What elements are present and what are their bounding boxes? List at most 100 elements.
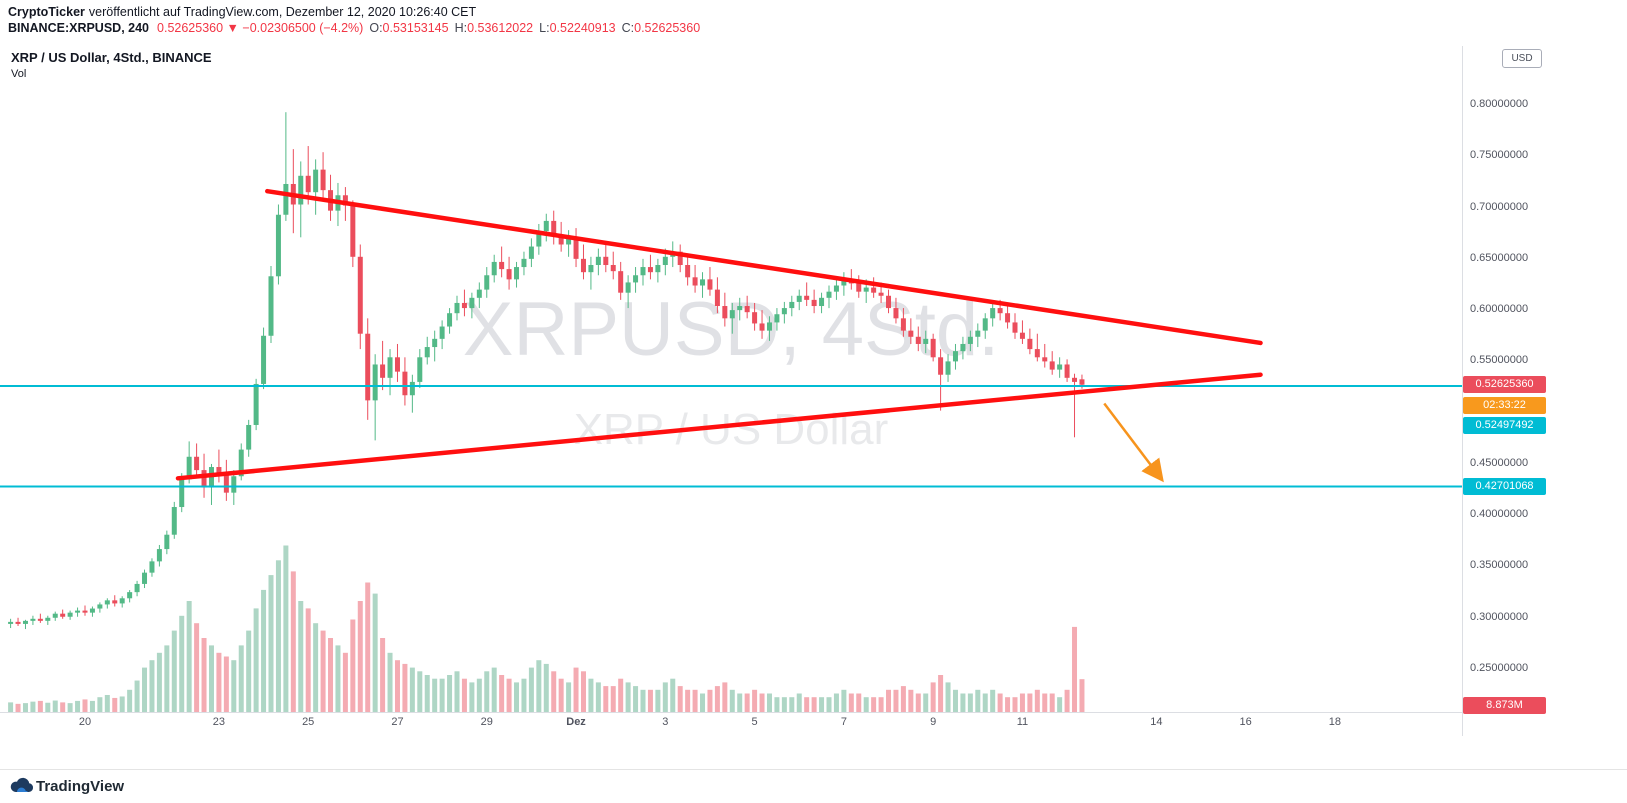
candle-body (75, 610, 81, 613)
candle-body (967, 336, 973, 344)
volume-bar (804, 697, 810, 712)
candle-body (960, 343, 966, 352)
volume-bar (461, 678, 467, 712)
volume-bar (945, 682, 951, 712)
candle-body (179, 479, 185, 508)
candle-body (365, 333, 371, 401)
drawings-layer (0, 188, 1462, 488)
volume-bar (677, 686, 683, 712)
candle-body (692, 277, 698, 286)
candle-body (1064, 364, 1070, 378)
volume-bar (246, 630, 252, 712)
trendline-ascending-support[interactable] (175, 372, 1263, 481)
volume-bar (670, 678, 676, 712)
candle-body (811, 299, 817, 307)
candle-body (461, 302, 467, 309)
candle-body (119, 598, 125, 604)
volume-bar (253, 608, 259, 712)
candle-body (164, 534, 170, 550)
volume-bar (781, 697, 787, 712)
volume-bar (610, 686, 616, 712)
volume-bar (1034, 689, 1040, 712)
candle-body (194, 456, 200, 471)
volume-bar (476, 678, 482, 712)
volume-bar (573, 667, 579, 712)
candle-body (223, 474, 229, 493)
volume-bar (75, 700, 81, 712)
trendline-descending-resistance[interactable] (265, 188, 1263, 346)
price-axis-label: 0.55000000 (1470, 354, 1529, 367)
tradingview-logo-icon[interactable] (8, 775, 34, 800)
volume-bar (1019, 693, 1025, 712)
chart-legend[interactable]: XRP / US Dollar, 4Std., BINANCE (11, 50, 212, 65)
time-axis-label: 27 (391, 716, 404, 728)
volume-bar (22, 703, 28, 712)
candle-body (305, 175, 311, 193)
volume-bar (819, 697, 825, 712)
candle-body (424, 347, 430, 358)
candle-body (789, 301, 795, 309)
candle-body (1027, 338, 1033, 350)
author-name: CryptoTicker (8, 5, 85, 19)
volume-bar (774, 697, 780, 712)
candle-body (1042, 357, 1048, 362)
time-axis-label: 7 (840, 716, 847, 728)
candle-body (52, 613, 58, 618)
candle-body (60, 613, 66, 617)
volume-bar (15, 703, 21, 712)
candle-body (82, 610, 88, 613)
volume-bar (826, 697, 832, 712)
candle-body (112, 600, 118, 604)
candle-body (30, 618, 36, 621)
horizontal-line-tag-2: 0.42701068 (1463, 478, 1546, 495)
high-value: 0.53612022 (467, 21, 534, 35)
candle-body (142, 572, 148, 584)
volume-bar (871, 697, 877, 712)
volume-bar (528, 667, 534, 712)
candles-layer (8, 112, 1085, 630)
candle-body (625, 282, 631, 293)
candle-body (744, 306, 750, 313)
volume-bar (1042, 693, 1048, 712)
candle-body (737, 306, 743, 311)
price-axis-label: 0.45000000 (1470, 456, 1529, 469)
volume-bar (491, 667, 497, 712)
candle-body (409, 381, 415, 396)
candle-body (521, 258, 527, 268)
volume-bar (402, 663, 408, 712)
volume-bar (171, 630, 177, 712)
candle-body (774, 314, 780, 323)
volume-bar (52, 700, 58, 712)
volume-tag: 8.873M (1463, 697, 1546, 714)
candle-body (45, 617, 51, 621)
arrow-drawing[interactable] (1103, 402, 1164, 483)
time-axis-label: 20 (78, 716, 92, 728)
open-label: O: (369, 21, 383, 35)
volume-bar (149, 660, 155, 712)
volume-indicator-label[interactable]: Vol (11, 68, 27, 80)
volume-bar (305, 608, 311, 712)
volume-bar (365, 582, 371, 712)
candle-body (22, 620, 28, 624)
candle-body (268, 276, 274, 336)
candle-body (610, 265, 616, 272)
candle-body (893, 308, 899, 319)
candle-body (588, 265, 594, 273)
candle-body (484, 275, 490, 290)
volume-bar (811, 697, 817, 712)
volume-bar (558, 678, 564, 712)
volume-bar (298, 601, 304, 712)
currency-button[interactable]: USD (1502, 49, 1542, 68)
low-value: 0.52240913 (549, 21, 616, 35)
candle-body (997, 308, 1003, 314)
volume-bar (409, 667, 415, 712)
volume-bar (387, 652, 393, 712)
volume-bar (789, 697, 795, 712)
volume-bar (231, 660, 237, 712)
volume-bar (841, 689, 847, 712)
tradingview-brand[interactable]: TradingView (36, 778, 125, 795)
volume-bar (45, 702, 51, 712)
volume-bar (469, 682, 475, 712)
candle-body (275, 214, 281, 277)
